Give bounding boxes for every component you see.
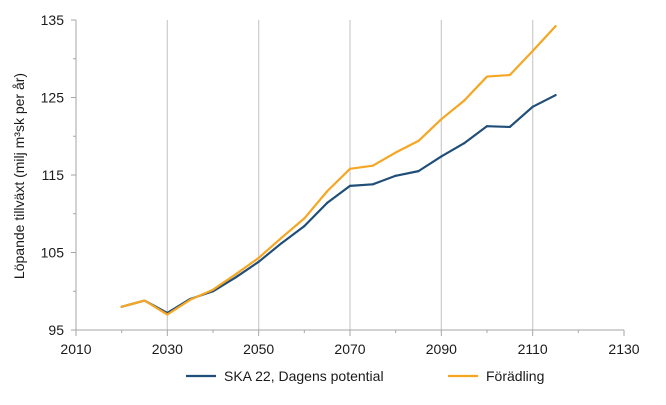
data-series [120,25,557,316]
y-tick-label: 115 [42,167,65,183]
data-point [257,256,260,260]
data-point [394,174,397,177]
data-point [326,201,329,204]
x-tick-label: 2050 [243,341,274,357]
data-point [440,118,443,121]
x-tick-label: 2130 [608,341,639,357]
x-tick-label: 2010 [60,341,91,357]
legend-label: Förädling [486,368,544,384]
x-tick-label: 2030 [152,341,183,357]
legend-label: SKA 22, Dagens potential [224,368,384,384]
data-point [531,49,534,53]
data-point [348,167,352,170]
y-tick-label: 95 [48,322,64,338]
data-point [531,105,534,108]
data-point [554,25,557,28]
y-axis-title: Löpande tillväxt (milj m³sk per år) [11,73,27,279]
data-point [303,217,306,220]
data-point [257,260,260,263]
y-tick-label: 135 [41,12,65,28]
data-point [234,276,237,279]
grid-lines [166,20,534,330]
data-point [463,99,466,102]
data-point [508,125,511,129]
data-point [348,184,352,187]
data-point [120,305,123,308]
legend: SKA 22, Dagens potential Förädling [186,368,544,384]
data-point [234,273,237,276]
data-point [211,288,215,291]
data-point [303,225,306,228]
x-tick-label: 2110 [518,341,548,357]
data-point [463,142,466,145]
data-point [280,236,283,239]
data-point [394,151,397,154]
y-tick-label: 105 [41,245,65,261]
data-point [326,190,329,193]
x-tick-label: 2090 [426,341,457,357]
data-point [554,94,557,97]
axes [71,19,625,336]
data-point [189,298,192,301]
data-point [508,73,511,77]
data-point [417,139,420,142]
data-point [371,164,374,167]
data-point [143,299,146,302]
x-tick-label: 2070 [334,341,365,357]
data-point [440,155,443,158]
data-point [280,242,283,245]
tick-labels: 95 105 115 125 135 2010 2030 2050 2070 2090 2110 21… [41,12,640,357]
y-tick-label: 125 [41,90,65,106]
series-line-1 [120,94,557,315]
data-point [417,170,420,173]
data-point [371,183,374,186]
data-point [485,125,489,128]
series-line-2 [120,25,557,316]
data-point [166,313,169,316]
data-point [485,75,489,78]
